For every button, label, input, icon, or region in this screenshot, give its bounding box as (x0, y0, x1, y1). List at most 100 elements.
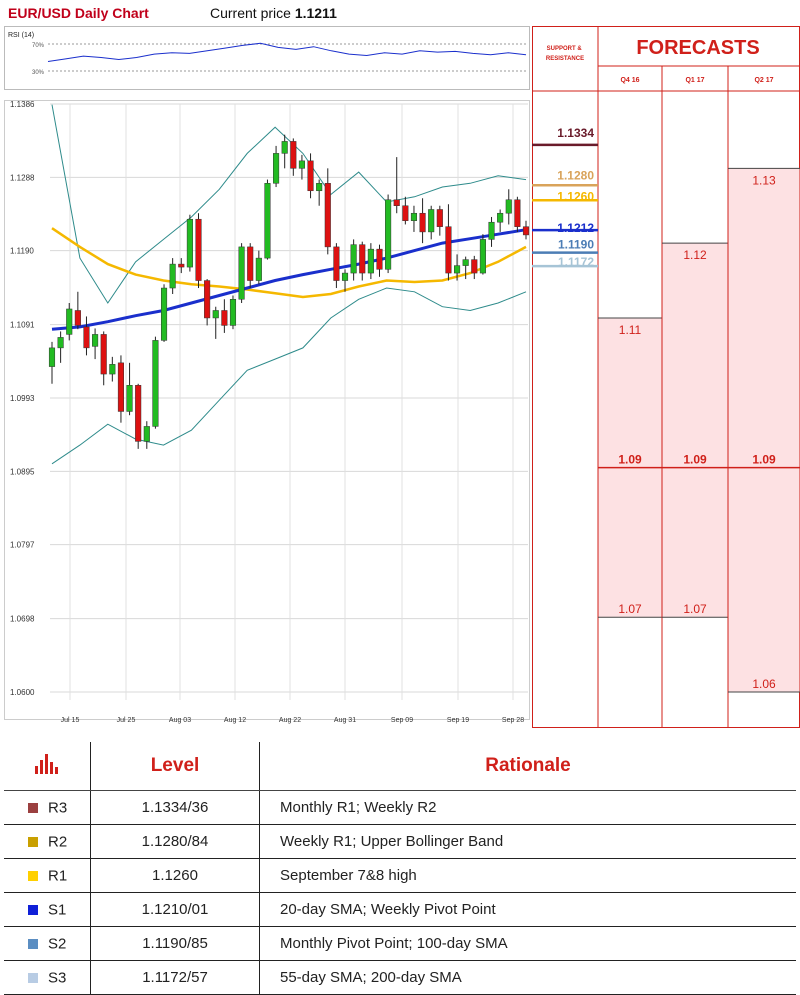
current-price-label: Current price (210, 5, 291, 21)
table-header-row: Level Rationale (4, 742, 796, 791)
candle (160, 284, 168, 342)
forecast-mid: 1.09 (683, 453, 707, 467)
forecast-quarter-label: Q2 17 (754, 77, 773, 84)
candle (333, 243, 340, 289)
candle (273, 145, 280, 188)
level-value: 1.1210/01 (90, 892, 260, 927)
forecast-high: 1.12 (683, 248, 707, 262)
rsi-line (47, 42, 527, 62)
candle (169, 258, 176, 295)
forecast-quarter-label: Q4 16 (620, 77, 639, 84)
level-name: R3 (48, 799, 68, 817)
candle (100, 331, 107, 386)
x-tick-label: Jul 25 (117, 717, 136, 724)
candle (350, 239, 357, 281)
level-value: 1.1280/84 (90, 824, 260, 859)
forecast-quarter-label: Q1 17 (685, 77, 704, 84)
candle (367, 243, 374, 280)
candle (135, 383, 142, 449)
level-color-swatch (28, 802, 38, 813)
x-axis: Jul 15 Jul 25 Aug 03 Aug 12 Aug 22 Aug 31 Sep … (61, 717, 525, 724)
candle (316, 179, 323, 206)
level-rationale: September 7&8 high (259, 858, 796, 893)
candle (402, 196, 409, 225)
y-tick-label: 1.1190 (10, 247, 34, 256)
y-tick-label: 1.0698 (10, 615, 35, 624)
candles (48, 134, 530, 449)
sr-level-value: 1.1190 (558, 238, 594, 252)
candle (238, 243, 245, 303)
sr-header-line-2: RESISTANCE (546, 56, 584, 62)
x-tick-label: Aug 12 (224, 717, 246, 724)
rsi-frame (4, 26, 530, 90)
candle (376, 244, 383, 277)
candle (454, 254, 461, 281)
candle (264, 179, 271, 260)
sr-header: SUPPORT & RESISTANCE (546, 46, 584, 62)
candle (281, 134, 288, 169)
level-name: S1 (48, 901, 67, 919)
header-icon-cell (4, 742, 91, 791)
forecast-range (662, 243, 728, 618)
sr-level-value: 1.1334 (557, 126, 594, 140)
candle (109, 356, 116, 382)
sr-level-value: 1.1280 (557, 168, 594, 182)
x-tick-label: Aug 03 (169, 717, 191, 724)
rationale-header: Rationale (259, 742, 796, 791)
y-axis: 1.1386 1.1288 1.1190 1.1091 1.0993 1.0895 1.07… (10, 100, 35, 697)
forecast-low: 1.07 (618, 602, 642, 616)
levels-table-container: Level Rationale R3 1.1334/36 Monthly R1; W… (0, 742, 800, 995)
rsi-label: RSI (14) (8, 32, 34, 39)
candle (178, 258, 185, 274)
candle (152, 336, 159, 429)
level-value: 1.1190/85 (90, 926, 260, 961)
forecast-low: 1.07 (683, 602, 707, 616)
candle (195, 213, 202, 289)
x-tick-label: Sep 19 (447, 717, 469, 724)
forecasts-title: FORECASTS (636, 37, 759, 59)
grid (50, 103, 528, 700)
candle (514, 196, 521, 232)
sr-level: 1.1280 (532, 168, 598, 187)
level-rationale: 55-day SMA; 200-day SMA (259, 960, 796, 995)
candle (186, 214, 193, 272)
chart-header: EUR/USD Daily Chart Current price 1.1211 (0, 0, 530, 26)
forecast-mid: 1.09 (618, 453, 642, 467)
level-name-cell: S2 (4, 926, 91, 961)
candle (393, 157, 400, 214)
candle (212, 306, 219, 339)
level-color-swatch (28, 938, 38, 949)
candle (341, 269, 349, 292)
level-name-cell: R2 (4, 824, 91, 859)
sr-level: 1.1190 (532, 238, 598, 254)
candle (488, 216, 495, 247)
x-tick-label: Sep 28 (502, 717, 524, 724)
y-tick-label: 1.0600 (10, 688, 35, 697)
level-color-swatch (28, 836, 38, 847)
candle (428, 205, 435, 240)
x-tick-label: Jul 15 (61, 717, 80, 724)
level-value: 1.1260 (90, 858, 260, 893)
candle (505, 189, 512, 225)
y-tick-label: 1.1288 (10, 173, 35, 182)
forecast-high: 1.13 (752, 173, 776, 187)
candle (359, 241, 366, 281)
candle (445, 204, 452, 281)
candle (117, 355, 124, 423)
candle (385, 194, 392, 274)
level-value: 1.1334/36 (90, 790, 260, 825)
level-header: Level (90, 742, 260, 791)
candle (497, 209, 504, 232)
candle (290, 138, 297, 176)
forecast-range (728, 168, 800, 692)
level-name: S2 (48, 935, 67, 953)
y-tick-label: 1.1386 (10, 100, 35, 109)
level-name-cell: R1 (4, 858, 91, 893)
forecast-high: 1.11 (619, 323, 642, 337)
levels-table: Level Rationale R3 1.1334/36 Monthly R1; W… (4, 742, 796, 995)
table-row: R3 1.1334/36 Monthly R1; Weekly R2 (4, 790, 796, 825)
y-tick-label: 1.1091 (10, 321, 35, 330)
candle (247, 243, 254, 289)
upper-bollinger-band (51, 104, 527, 304)
candle (522, 220, 530, 240)
